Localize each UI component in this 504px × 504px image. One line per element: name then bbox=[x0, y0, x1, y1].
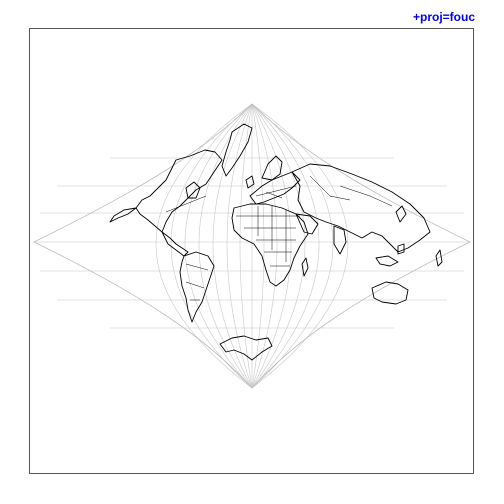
meridian-line bbox=[251, 103, 320, 389]
hudson-bay bbox=[185, 181, 201, 199]
africa bbox=[231, 203, 309, 287]
meridian-line bbox=[251, 103, 306, 389]
asia bbox=[291, 163, 431, 253]
central-america bbox=[161, 231, 189, 257]
japan bbox=[395, 205, 407, 223]
north-america bbox=[135, 149, 223, 233]
meridian-line bbox=[239, 103, 253, 389]
arabia bbox=[295, 213, 319, 235]
britain bbox=[245, 175, 255, 189]
graticule bbox=[34, 103, 470, 389]
country-borders bbox=[165, 175, 393, 301]
meridian-line bbox=[155, 103, 253, 389]
map-frame bbox=[29, 28, 474, 474]
madagascar bbox=[301, 257, 309, 277]
meridian-line bbox=[251, 103, 278, 389]
meridian-line bbox=[251, 103, 265, 389]
antarctica bbox=[219, 335, 273, 361]
australia bbox=[371, 281, 409, 305]
philippines bbox=[397, 243, 405, 255]
projection-label: +proj=fouc bbox=[412, 10, 475, 24]
alaska bbox=[109, 207, 137, 223]
meridian-line bbox=[184, 103, 253, 389]
new-zealand bbox=[435, 249, 443, 267]
scandinavia bbox=[261, 155, 283, 181]
greenland bbox=[221, 123, 253, 177]
coastlines bbox=[109, 123, 443, 361]
india bbox=[333, 225, 347, 255]
projection-outline bbox=[33, 103, 471, 389]
indonesia bbox=[375, 255, 399, 267]
south-america bbox=[179, 251, 215, 323]
meridian-line bbox=[251, 103, 349, 389]
meridian-line bbox=[226, 103, 253, 389]
meridian-line bbox=[251, 103, 292, 389]
meridian-line bbox=[251, 103, 334, 389]
meridian-line bbox=[170, 103, 253, 389]
europe bbox=[249, 171, 301, 205]
meridian-line bbox=[198, 103, 253, 389]
